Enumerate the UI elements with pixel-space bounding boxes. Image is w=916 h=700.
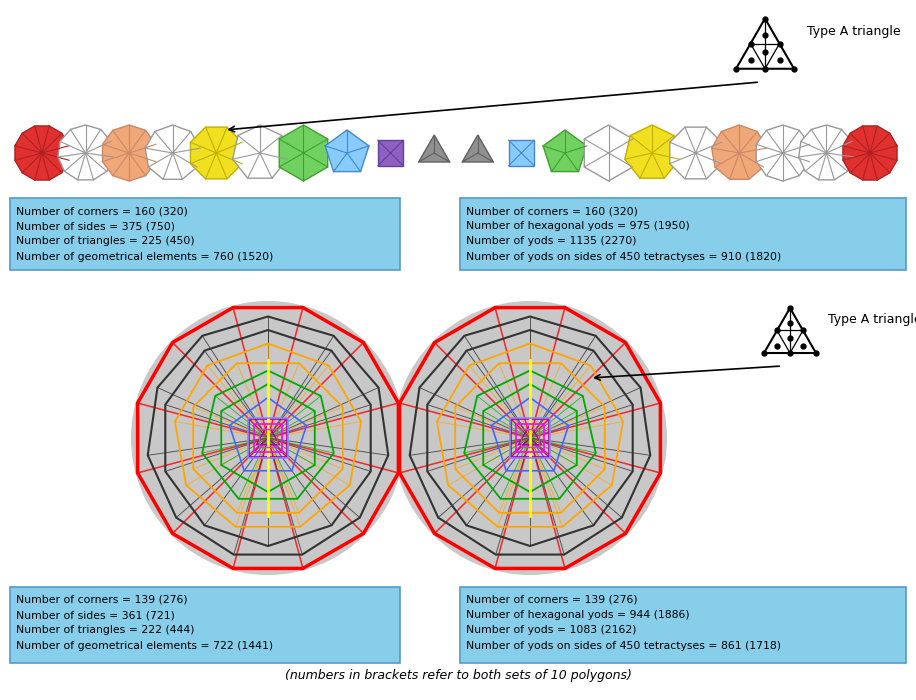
- Circle shape: [131, 301, 405, 575]
- Text: Number of corners = 160 (320)
Number of sides = 375 (750)
Number of triangles = : Number of corners = 160 (320) Number of …: [16, 206, 273, 262]
- FancyBboxPatch shape: [460, 198, 906, 270]
- Text: Type A triangle: Type A triangle: [828, 314, 916, 326]
- FancyBboxPatch shape: [10, 587, 400, 663]
- Polygon shape: [508, 140, 534, 166]
- Polygon shape: [584, 125, 633, 181]
- FancyBboxPatch shape: [460, 587, 906, 663]
- Text: Type A triangle: Type A triangle: [807, 25, 900, 38]
- Polygon shape: [233, 125, 288, 178]
- Text: Number of corners = 139 (276)
Number of hexagonal yods = 944 (1886)
Number of yo: Number of corners = 139 (276) Number of …: [466, 595, 781, 650]
- Polygon shape: [843, 126, 897, 180]
- Polygon shape: [325, 130, 369, 172]
- Polygon shape: [799, 125, 854, 180]
- Polygon shape: [15, 126, 69, 180]
- Polygon shape: [279, 125, 328, 181]
- Polygon shape: [145, 125, 201, 179]
- Polygon shape: [764, 308, 816, 353]
- Polygon shape: [736, 18, 794, 69]
- Polygon shape: [378, 140, 403, 166]
- Polygon shape: [419, 135, 450, 162]
- Text: Number of corners = 139 (276)
Number of sides = 361 (721)
Number of triangles = : Number of corners = 139 (276) Number of …: [16, 595, 273, 650]
- Text: Number of corners = 160 (320)
Number of hexagonal yods = 975 (1950)
Number of yo: Number of corners = 160 (320) Number of …: [466, 206, 781, 262]
- Polygon shape: [670, 127, 722, 179]
- Polygon shape: [58, 125, 114, 180]
- Polygon shape: [757, 125, 810, 181]
- Text: (numbers in brackets refer to both sets of 10 polygons): (numbers in brackets refer to both sets …: [285, 669, 631, 682]
- Polygon shape: [103, 125, 156, 181]
- Polygon shape: [712, 125, 767, 179]
- Polygon shape: [463, 135, 494, 162]
- Polygon shape: [191, 127, 242, 179]
- Polygon shape: [543, 130, 587, 172]
- Circle shape: [393, 301, 667, 575]
- FancyBboxPatch shape: [10, 198, 400, 270]
- Polygon shape: [625, 125, 680, 178]
